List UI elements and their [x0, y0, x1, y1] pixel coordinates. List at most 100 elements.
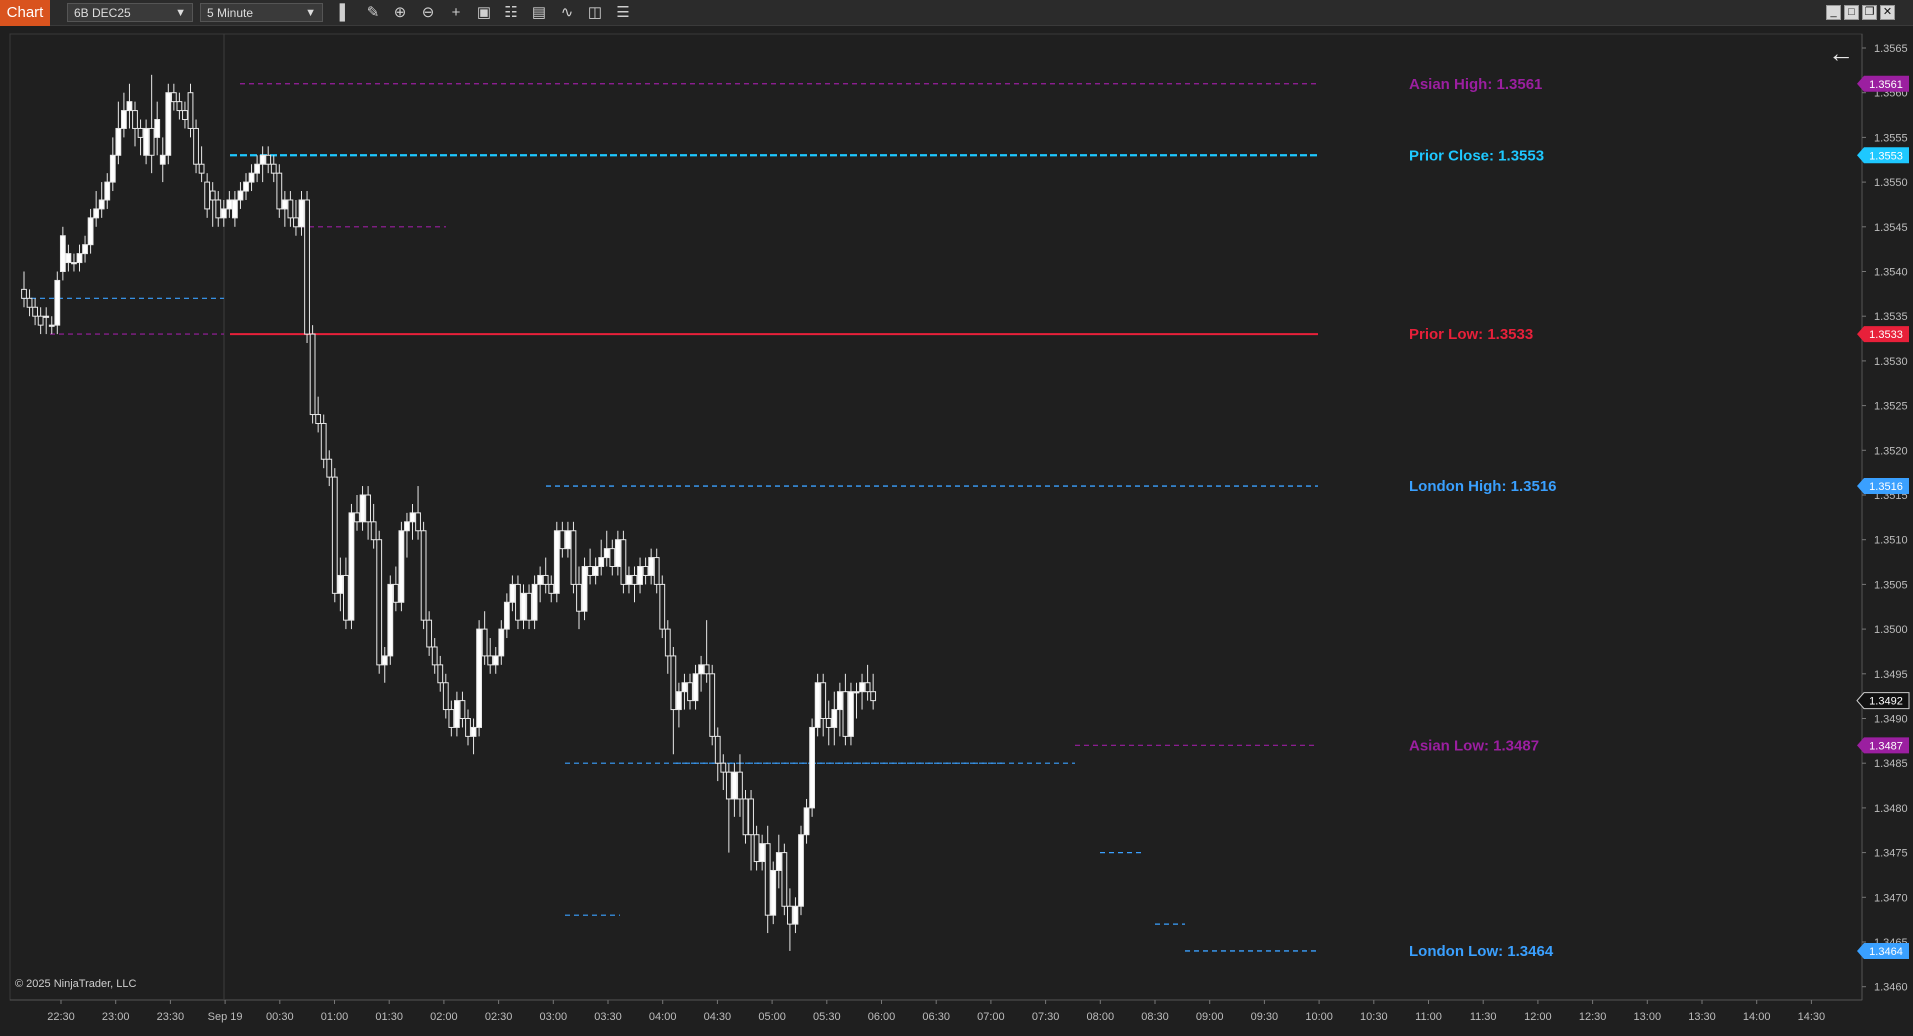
y-tick-label: 1.3505 [1874, 579, 1908, 591]
price-tag-label: 1.3533 [1869, 329, 1903, 341]
candle-body [476, 628, 483, 728]
candle-body [21, 288, 27, 299]
indicators-icon[interactable]: ◫ [587, 4, 603, 21]
candle-body [232, 199, 238, 219]
candle-body [725, 771, 732, 800]
interval-selector[interactable]: 5 Minute ▼ [200, 3, 323, 22]
candle-body [254, 163, 260, 174]
last-price-label: 1.3492 [1869, 696, 1903, 708]
candle-body [276, 172, 283, 210]
candle-body [864, 682, 871, 693]
x-tick-label: 01:30 [375, 1011, 403, 1023]
instrument-selector[interactable]: 6B DEC25 ▼ [67, 3, 193, 22]
candle-body [415, 512, 421, 532]
candle-body [609, 548, 616, 568]
candle-body [331, 476, 338, 594]
candle-body [54, 279, 61, 326]
candle-body [259, 154, 266, 165]
bar-type-icon[interactable]: ▌ [339, 4, 351, 21]
x-tick-label: 14:00 [1743, 1011, 1771, 1023]
x-tick-label: 14:30 [1798, 1011, 1826, 1023]
candle-body [814, 682, 821, 728]
x-tick-label: 01:00 [321, 1011, 349, 1023]
candle-body [126, 101, 133, 112]
candle-body [537, 574, 544, 585]
candle-body [565, 530, 571, 550]
level-label: Prior Close: 1.3553 [1409, 147, 1544, 164]
candle-body [548, 583, 555, 594]
candle-body [614, 539, 621, 568]
candle-body [165, 92, 172, 156]
x-tick-label: 03:00 [540, 1011, 568, 1023]
list-icon[interactable]: ☰ [616, 4, 630, 21]
candle-body [154, 119, 161, 138]
draw-pencil-icon[interactable]: ✎ [366, 4, 380, 21]
window-minimize-icon[interactable]: _ [1826, 5, 1841, 20]
back-arrow-icon[interactable]: ← [1828, 38, 1854, 68]
price-tag-label: 1.3553 [1869, 150, 1903, 162]
candle-body [664, 628, 671, 657]
y-tick-label: 1.3470 [1874, 892, 1908, 904]
y-tick-label: 1.3495 [1874, 669, 1908, 681]
price-tag-label: 1.3464 [1869, 946, 1903, 958]
candle-body [637, 566, 643, 585]
candle-body [309, 333, 316, 416]
candle-body [742, 798, 749, 836]
candle-body [570, 530, 577, 585]
candle-body [215, 199, 222, 219]
price-tag [1857, 942, 1909, 959]
chart-trader-icon[interactable]: ▤ [531, 4, 547, 21]
candle-body [753, 834, 760, 863]
candle-body [770, 869, 777, 916]
candle-body [121, 110, 127, 129]
y-tick-label: 1.3550 [1874, 177, 1908, 189]
price-chart[interactable]: 1.35651.35601.35551.35501.35451.35401.35… [0, 26, 1913, 1036]
candle-body [831, 709, 838, 728]
price-tag-label: 1.3561 [1869, 79, 1903, 91]
candle-body [642, 566, 649, 576]
zoom-out-icon[interactable]: ⊖ [421, 4, 435, 21]
chart-tab[interactable]: Chart [0, 0, 50, 26]
price-tag-label: 1.3487 [1869, 740, 1903, 752]
chart-toolbar: Chart 6B DEC25 ▼ 5 Minute ▼ ▌ ✎ ⊕ ⊖ + ▣ … [0, 0, 1913, 26]
candle-body [448, 709, 455, 728]
candle-body [470, 726, 477, 737]
window-maximize-icon[interactable]: ❐ [1862, 5, 1877, 20]
price-tag [1857, 326, 1909, 343]
x-tick-label: 10:00 [1305, 1011, 1333, 1023]
window-close-icon[interactable]: ✕ [1880, 5, 1895, 20]
candle-body [143, 127, 149, 156]
candle-body [87, 217, 94, 246]
candle-body [653, 557, 660, 585]
candle-body [442, 682, 449, 711]
candle-body [775, 852, 782, 871]
crosshair-icon[interactable]: + [451, 4, 461, 21]
properties-icon[interactable]: ☷ [504, 4, 518, 21]
candle-body [553, 530, 560, 594]
candle-body [492, 655, 499, 666]
zoom-in-icon[interactable]: ⊕ [393, 4, 407, 21]
candle-body [709, 673, 716, 737]
candle-body [515, 583, 521, 621]
y-tick-label: 1.3480 [1874, 803, 1908, 815]
y-tick-label: 1.3475 [1874, 848, 1908, 860]
candle-body [137, 127, 144, 138]
candle-body [853, 691, 860, 694]
candle-body [43, 315, 50, 318]
candle-body [37, 315, 44, 326]
candle-body [281, 199, 288, 210]
y-tick-label: 1.3485 [1874, 758, 1908, 770]
candle-body [631, 574, 638, 585]
candle-body [104, 181, 111, 201]
level-label: Prior Low: 1.3533 [1409, 326, 1533, 343]
candle-body [381, 655, 388, 666]
x-tick-label: 09:00 [1196, 1011, 1224, 1023]
candle-body [115, 127, 122, 156]
strategies-icon[interactable]: ∿ [560, 4, 574, 21]
candle-body [587, 566, 594, 576]
data-box-icon[interactable]: ▣ [476, 4, 492, 21]
window-tile-icon[interactable]: □ [1844, 5, 1859, 20]
x-tick-label: 10:30 [1360, 1011, 1388, 1023]
x-tick-label: 23:00 [102, 1011, 130, 1023]
x-tick-label: Sep 19 [208, 1011, 243, 1023]
